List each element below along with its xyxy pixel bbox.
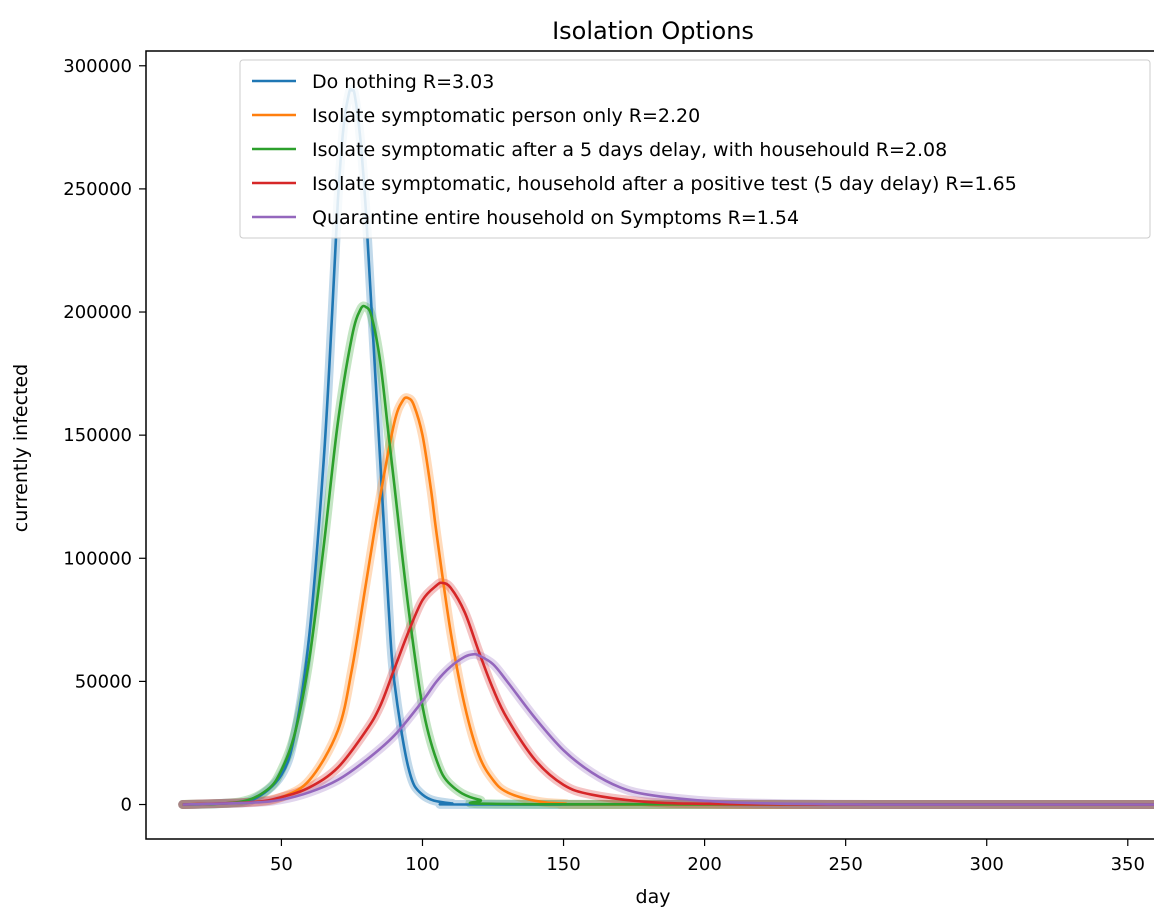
chart-title: Isolation Options [552, 17, 754, 45]
plot-frame [145, 50, 1154, 840]
legend-box [239, 59, 1151, 239]
legend: Do nothing R=3.03 Isolate symptomatic per… [239, 59, 1151, 239]
legend-label-4: Isolate symptomatic, household after a p… [312, 173, 1017, 195]
series-line-3 [182, 304, 1154, 806]
y-tick-label: 250000 [63, 179, 132, 200]
x-tick-label: 350 [1111, 854, 1145, 875]
y-tick-label: 0 [121, 795, 132, 816]
y-tick-label: 50000 [75, 671, 132, 692]
legend-label-1: Do nothing R=3.03 [312, 71, 494, 93]
legend-label-3: Isolate symptomatic after a 5 days delay… [312, 139, 947, 161]
series-line-4 [182, 581, 1154, 806]
y-axis-label: currently infected [10, 364, 32, 532]
y-tick-label: 150000 [63, 425, 132, 446]
x-tick-label: 50 [270, 854, 293, 875]
y-tick-label: 100000 [63, 548, 132, 569]
series-band-5 [178, 649, 1154, 810]
series-line-5 [182, 652, 1154, 806]
legend-label-2: Isolate symptomatic person only R=2.20 [312, 105, 700, 127]
x-tick-label: 200 [687, 854, 721, 875]
x-tick-label: 300 [970, 854, 1004, 875]
y-axis-ticks: 0 50000 100000 150000 200000 250000 300000 [63, 56, 146, 816]
series-band-2 [178, 393, 1154, 810]
x-tick-label: 150 [546, 854, 580, 875]
y-tick-label: 200000 [63, 302, 132, 323]
series-band-4 [178, 578, 1154, 810]
x-axis-ticks: 50 100 150 200 250 300 350 [270, 839, 1145, 875]
x-tick-label: 100 [405, 854, 439, 875]
y-tick-label: 300000 [63, 56, 132, 77]
x-axis-label: day [636, 886, 671, 907]
legend-label-5: Quarantine entire household on Symptoms … [312, 207, 799, 229]
x-tick-label: 250 [828, 854, 862, 875]
